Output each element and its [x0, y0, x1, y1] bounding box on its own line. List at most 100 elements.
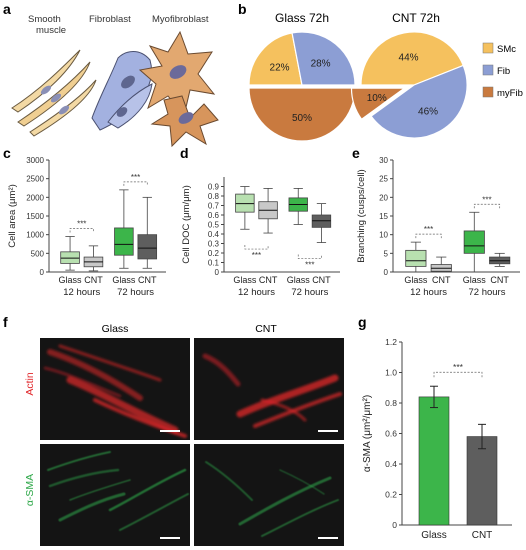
e-x-tick-label: Glass [404, 275, 428, 285]
e-significance-bracket [415, 233, 442, 239]
g-bar [418, 396, 450, 526]
panel-d-cell-doc-chart: 00.10.20.30.40.50.60.70.80.9 Cell DOC (μm… [181, 177, 340, 298]
c-y-tick-label: 3000 [26, 156, 44, 165]
legend-label-smc: SMc [497, 44, 516, 55]
d-y-tick-label: 0.4 [208, 230, 220, 239]
d-x-tick-label: Glass [287, 275, 311, 285]
micrograph-asma-cnt [194, 444, 344, 546]
e-box [463, 230, 485, 254]
micrograph-actin-cnt [194, 338, 344, 440]
legend-label-myfib: myFib [497, 88, 523, 99]
e-y-tick-label: 15 [379, 212, 388, 221]
e-group-label: 72 hours [468, 287, 505, 298]
smooth-muscle-cells-illustration [11, 49, 97, 137]
c-x-tick-label: Glass [112, 275, 136, 285]
c-box [60, 251, 80, 264]
d-y-axis-label: Cell DOC (μm/μm) [181, 185, 192, 264]
pie-glass-label-myfib: 50% [292, 113, 312, 124]
myofibroblast-illustration [138, 30, 219, 148]
d-significance-label: *** [252, 251, 261, 260]
c-group-label: 72 hours [117, 287, 154, 298]
d-group-label: 72 hours [291, 287, 328, 298]
e-y-tick-label: 20 [379, 193, 388, 202]
panel-f: Glass CNT Actin α-SMA [24, 323, 344, 546]
e-y-tick-label: 10 [379, 231, 388, 240]
c-y-tick-label: 1500 [26, 212, 44, 221]
g-y-tick-label: 1.2 [385, 337, 397, 347]
g-significance-label: *** [453, 362, 464, 372]
e-significance-bracket [473, 203, 501, 209]
panel-letter-a: a [3, 1, 11, 17]
pie-cnt-label-smc: 44% [399, 52, 419, 63]
panel-letter-d: d [180, 145, 189, 161]
d-x-tick-label: CNT [259, 275, 278, 285]
d-significance-bracket [244, 245, 269, 250]
panel-letter-e: e [352, 145, 360, 161]
pie-glass-slice-smc [248, 32, 303, 86]
d-significance-label: *** [305, 261, 314, 270]
d-y-tick-label: 0.9 [208, 183, 220, 192]
micrograph-col-label-glass: Glass [102, 323, 129, 335]
micrograph-asma-glass [40, 444, 190, 546]
g-x-tick-label: Glass [421, 530, 447, 541]
d-x-tick-label: CNT [312, 275, 331, 285]
cell-label-myofibroblast: Myofibroblast [152, 14, 209, 25]
panel-g-asma-bar-chart: 0 0.2 0.4 0.6 0.8 1.0 1.2 α-SMA (μm²/μm²) Glass C… [362, 337, 512, 541]
g-y-tick-label: 0.4 [385, 459, 397, 469]
c-significance-bracket [69, 228, 94, 233]
c-y-tick-label: 1000 [26, 231, 44, 240]
legend-swatch-fib [482, 64, 494, 76]
panel-b: Glass 72h CNT 72h 22% 28% 50% 44% 46% 10% SM… [248, 11, 523, 142]
e-x-tick-label: CNT [490, 275, 509, 285]
e-y-tick-label: 0 [384, 268, 389, 277]
pie-glass: 22% 28% 50% [248, 31, 356, 142]
d-y-tick-label: 0.3 [208, 240, 220, 249]
g-y-tick-label: 0.2 [385, 490, 397, 500]
c-significance-label: *** [77, 220, 86, 229]
d-significance-bracket [297, 254, 322, 259]
e-y-axis-label: Branching (cusps/cell) [356, 169, 367, 262]
pie-cnt-label-fib: 46% [418, 107, 438, 118]
g-y-tick-label: 1.0 [385, 368, 397, 378]
e-x-tick-label: CNT [432, 275, 451, 285]
pie-glass-label-fib: 28% [311, 59, 331, 70]
g-y-tick-label: 0 [392, 520, 397, 530]
d-y-tick-label: 0.5 [208, 221, 220, 230]
d-y-tick-label: 0.7 [208, 202, 220, 211]
d-x-tick-label: Glass [233, 275, 257, 285]
e-y-tick-label: 30 [379, 156, 388, 165]
pie-title-glass: Glass 72h [275, 11, 329, 25]
pie-glass-label-smc: 22% [270, 62, 290, 73]
c-x-tick-label: Glass [59, 275, 83, 285]
c-significance-bracket [123, 181, 148, 186]
micrograph-row-label-actin: Actin [24, 372, 36, 396]
pie-cnt: 44% 46% 10% [350, 31, 468, 139]
d-group-label: 12 hours [238, 287, 275, 298]
d-y-tick-label: 0.8 [208, 192, 220, 201]
c-y-tick-label: 500 [31, 249, 45, 258]
g-y-axis-label: α-SMA (μm²/μm²) [362, 395, 373, 472]
pie-legend: SMc Fib myFib [482, 42, 523, 99]
e-y-tick-label: 5 [384, 249, 389, 258]
e-x-tick-label: Glass [463, 275, 487, 285]
c-y-tick-label: 0 [40, 268, 45, 277]
d-y-tick-label: 0.6 [208, 211, 220, 220]
e-group-label: 12 hours [410, 287, 447, 298]
e-y-tick-label: 25 [379, 175, 388, 184]
cell-label-fibroblast: Fibroblast [89, 14, 131, 25]
c-y-axis-label: Cell area (μm²) [7, 184, 18, 248]
c-x-tick-label: CNT [84, 275, 103, 285]
panel-letter-c: c [3, 145, 11, 161]
g-y-tick-label: 0.6 [385, 429, 397, 439]
e-significance-label: *** [424, 225, 433, 234]
c-box [137, 234, 158, 260]
panel-letter-g: g [358, 314, 367, 330]
micrograph-actin-glass [40, 338, 190, 440]
micrograph-row-label-asma: α-SMA [24, 474, 36, 506]
micrograph-col-label-cnt: CNT [255, 323, 277, 335]
c-x-tick-label: CNT [138, 275, 157, 285]
g-x-tick-label: CNT [472, 530, 493, 541]
pie-glass-slice-myfib [248, 87, 356, 142]
c-y-tick-label: 2500 [26, 175, 44, 184]
